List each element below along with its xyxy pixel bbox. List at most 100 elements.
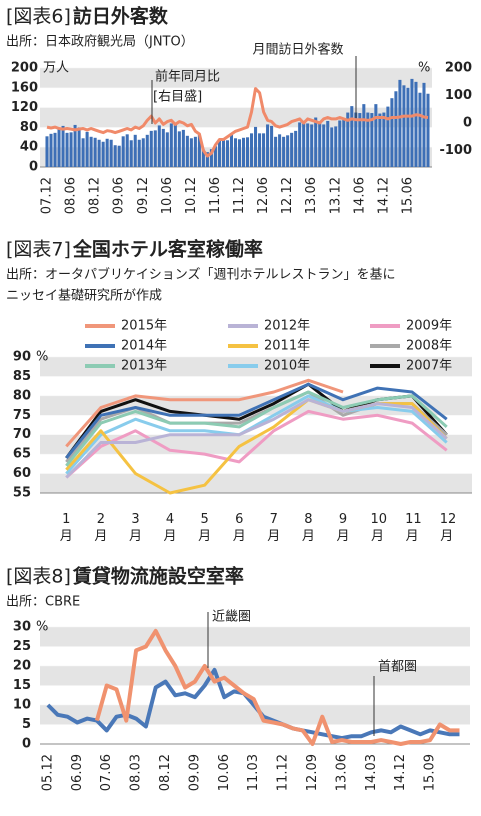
x-tick-label: 09.12 <box>136 177 151 214</box>
source: 出所：CBRE <box>6 595 80 610</box>
bar <box>121 136 125 167</box>
y2-unit: % <box>418 61 430 76</box>
bar <box>217 139 221 167</box>
bar <box>141 138 145 167</box>
x-tick-label: 14.12 <box>393 754 408 791</box>
series-line <box>65 409 448 479</box>
grid-band <box>40 473 472 493</box>
x-tick-label: 05.12 <box>40 754 55 791</box>
source: ニッセイ基礎研究所が作成 <box>6 289 162 304</box>
bar <box>61 125 65 167</box>
y2-tick-label: 200 <box>445 61 472 76</box>
bar <box>85 131 89 167</box>
bar <box>314 117 318 167</box>
bar <box>233 138 238 167</box>
bar <box>294 130 298 167</box>
bar <box>270 125 274 167</box>
y-tick-label: 120 <box>11 100 38 115</box>
series-label: 前年同月比 <box>155 69 220 85</box>
bar <box>205 152 209 167</box>
legend-label: 2009年 <box>406 319 452 334</box>
bar <box>390 98 394 167</box>
bar <box>153 130 157 167</box>
chart-title: 訪日外客数 <box>73 5 169 28</box>
x-tick-label: 15.06 <box>400 177 415 214</box>
legend-label: 2011年 <box>264 339 310 354</box>
bar <box>334 126 338 167</box>
bar <box>53 132 57 167</box>
x-tick-label: 09.06 <box>112 177 127 214</box>
y-tick-label: 85 <box>13 369 31 384</box>
bar <box>129 140 133 167</box>
bar <box>189 138 193 167</box>
figure-label: [図表7] <box>6 239 71 261</box>
x-tick-label: 14.12 <box>376 177 391 214</box>
series-line <box>65 394 448 475</box>
bar <box>254 126 258 167</box>
bar <box>406 87 410 167</box>
y-tick-label: 5 <box>22 717 31 732</box>
bar <box>105 138 109 167</box>
source: 出所：日本政府観光局（JNTO） <box>6 35 194 50</box>
y-tick-label: 30 <box>13 620 31 635</box>
grid-band <box>40 68 432 88</box>
bar <box>414 81 418 167</box>
series-line <box>65 398 448 479</box>
bar <box>346 112 350 167</box>
y-tick-label: 0 <box>29 160 38 175</box>
bar <box>45 136 49 167</box>
x-tick-label: 9月 <box>336 512 350 544</box>
bar <box>318 121 322 167</box>
x-tick-label: 08.12 <box>158 754 173 791</box>
bar <box>402 85 406 167</box>
x-tick-label: 11.12 <box>276 754 291 791</box>
source: 出所：オータパブリケイションズ「週刊ホテルレストラン」を基に <box>6 267 395 283</box>
bar <box>350 106 354 167</box>
legend-label: 2007年 <box>406 359 452 374</box>
bar <box>302 121 306 167</box>
bar <box>133 134 137 167</box>
bar <box>310 124 314 167</box>
y-tick-label: 15 <box>13 678 31 693</box>
x-tick-label: 07.06 <box>99 754 114 791</box>
bar <box>366 112 370 167</box>
bar <box>65 132 69 167</box>
series-label: 近畿圏 <box>212 610 251 625</box>
bar <box>49 133 53 167</box>
bar <box>410 78 414 167</box>
x-tick-label: 10.06 <box>217 754 232 791</box>
y-tick-label: 65 <box>13 447 31 462</box>
series-line <box>65 378 344 448</box>
legend-label: 2012年 <box>264 319 310 334</box>
bar <box>181 129 185 167</box>
grid-band <box>40 107 432 128</box>
bar <box>197 134 201 167</box>
y-unit: % <box>36 620 48 635</box>
x-tick-label: 08.12 <box>88 177 103 214</box>
bar <box>326 120 330 167</box>
x-tick-label: 14.03 <box>364 754 379 791</box>
x-tick-label: 11.06 <box>208 177 223 214</box>
bar <box>237 139 242 167</box>
bar <box>185 135 189 167</box>
x-tick-label: 10月 <box>370 512 388 544</box>
figure-label: [図表6] <box>6 6 71 28</box>
x-tick-label: 06.09 <box>70 754 85 791</box>
bar <box>241 137 246 167</box>
x-tick-label: 1月 <box>59 512 73 544</box>
grid-band <box>40 666 470 686</box>
bar <box>394 91 398 167</box>
bar <box>145 134 149 167</box>
x-tick-label: 2月 <box>94 512 108 544</box>
x-tick-label: 11.03 <box>246 754 261 791</box>
bar <box>422 82 426 167</box>
series-line <box>65 382 448 459</box>
bar <box>97 139 101 167</box>
y-tick-label: 20 <box>13 659 31 674</box>
bar <box>161 128 165 167</box>
bar <box>149 130 153 167</box>
bar <box>77 127 81 167</box>
x-tick-label: 3月 <box>128 512 142 544</box>
